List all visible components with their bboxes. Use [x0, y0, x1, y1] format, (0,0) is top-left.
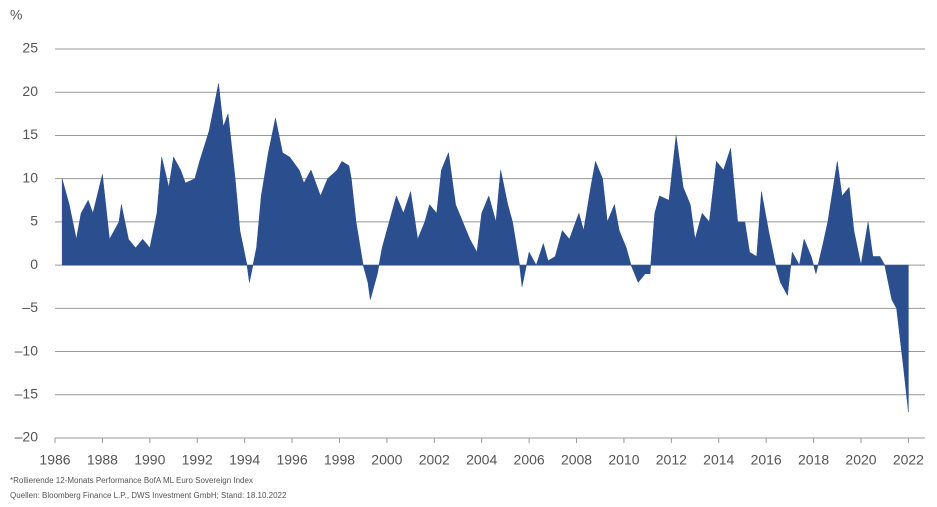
x-tick-label: 2004 [466, 452, 497, 468]
y-tick-label: –15 [15, 385, 39, 401]
x-tick-label: 2022 [893, 452, 924, 468]
x-tick-label: 2008 [561, 452, 592, 468]
x-tick-label: 2016 [751, 452, 782, 468]
x-tick-label: 2020 [845, 452, 876, 468]
x-tick-label: 1994 [229, 452, 260, 468]
y-tick-label: 5 [30, 213, 38, 229]
area [61, 83, 909, 413]
y-tick-label: –20 [15, 429, 39, 445]
y-tick-label: 20 [22, 83, 38, 99]
y-tick-label: 15 [22, 126, 38, 142]
x-tick-label: 1990 [134, 452, 165, 468]
footnote: Quellen: Bloomberg Finance L.P., DWS Inv… [10, 491, 287, 500]
x-tick-label: 2000 [371, 452, 402, 468]
x-tick-label: 2014 [703, 452, 734, 468]
y-unit: % [10, 7, 22, 23]
y-tick-label: 0 [30, 256, 38, 272]
x-tick-label: 2002 [419, 452, 450, 468]
x-tick-label: 2018 [798, 452, 829, 468]
x-tick-label: 2010 [608, 452, 639, 468]
y-tick-label: 25 [22, 40, 38, 56]
y-tick-label: –5 [22, 299, 38, 315]
x-tick-label: 1992 [182, 452, 213, 468]
footnote: *Rollierende 12-Monats Performance BofA … [10, 476, 253, 485]
x-tick-label: 1986 [39, 452, 70, 468]
x-tick-label: 2006 [514, 452, 545, 468]
y-tick-label: 10 [22, 169, 38, 185]
y-tick-label: –10 [15, 342, 39, 358]
x-tick-label: 1998 [324, 452, 355, 468]
x-tick-label: 2012 [656, 452, 687, 468]
x-tick-label: 1996 [276, 452, 307, 468]
x-tick-label: 1988 [87, 452, 118, 468]
